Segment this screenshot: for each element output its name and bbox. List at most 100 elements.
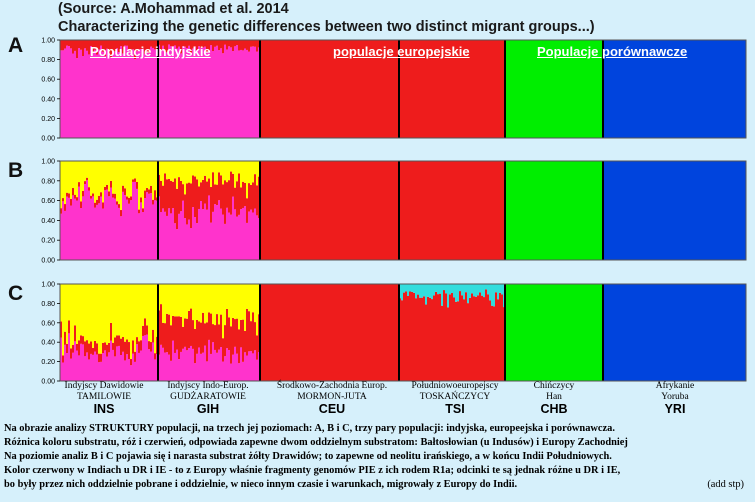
panel-c-ins-sample [136,337,139,345]
panel-b-gih-sample [202,179,205,210]
panel-c-tsi-sample [445,284,448,294]
panel-b-ytick-label: 0.20 [41,238,55,245]
panel-c-tsi-sample [427,284,430,297]
panel-a-ins-sample [108,40,111,54]
panel-c-tsi-sample [485,289,488,381]
panel-letter-b: B [8,159,24,182]
panel-a-ins-sample [102,40,105,52]
panel-c-tsi-sample [485,284,488,290]
panel-b-gih-sample [254,161,257,175]
panel-b-gih-sample [170,161,173,181]
panel-b-gih-sample [214,161,217,185]
panel-a-ins-sample [148,40,151,54]
panel-c-gih-sample [182,348,185,381]
panel-b-gih-sample [198,186,201,209]
panel-b-gih-sample [232,173,235,197]
panel-a-gih-sample [186,40,189,49]
pop-label-ceu: Środkowo-Zachodnia Europ. MORMON-JUTA CEU [276,381,388,416]
panel-b-ins-sample [148,161,151,190]
panel-a-ins-sample [62,40,65,51]
panel-b-ins-sample [150,185,153,194]
panel-c-tsi-sample [437,294,440,381]
panel-a-gih-sample [196,40,199,51]
panel-b-ins-sample [86,177,89,181]
panel-a-ins-sample [150,40,153,47]
panel-b-ins-sample [110,187,113,260]
panel-b-chb-green-segment [505,161,603,260]
panel-c-ins-sample [64,344,67,381]
panel-b-gih-sample [178,161,181,178]
panel-a-chb-green-segment [505,40,603,138]
panel-a-ins-sample [154,40,157,50]
panel-c-ins-sample [60,321,63,338]
panel-c-gih-sample [222,284,225,339]
panel-c-gih-sample [194,284,197,329]
panel-a-ins-sample [142,40,145,49]
panel-c-gih-sample [190,284,193,309]
panel-c-gih-sample [256,284,259,336]
panel-b-ins-sample [100,161,103,193]
panel-b-ins-sample [148,193,151,260]
panel-c-gih-sample [186,350,189,381]
panel-b-ins-sample [154,190,157,201]
note-line-5-text: bo były przez nich oddzielnie pobrane i … [4,479,518,490]
panel-c-gih-sample [242,361,245,381]
panel-b-gih-sample [256,185,259,216]
panel-b-gih-sample [180,211,183,260]
panel-c-tsi-sample [417,294,420,381]
panel-c-tsi-sample [461,284,464,296]
panel-b-ins-sample [136,161,139,183]
panel-b-gih-sample [192,207,195,260]
panel-a-ins-sample [114,40,117,52]
panel-a-gih-sample [236,40,239,46]
panel-c-gih-sample [250,351,253,381]
panel-c-ins-sample [144,284,147,319]
panel-a-gih-sample [202,47,205,139]
panel-a-ins-sample [138,40,141,50]
group-title-indian: Populacje indyjskie [90,44,211,59]
panel-c-gih-sample [246,308,249,356]
panel-b-gih-sample [160,161,163,181]
panel-c-tsi-sample [497,299,500,381]
panel-c-gih-sample [164,323,167,353]
panel-c-ins-sample [64,284,67,332]
panel-b-ins-sample [148,189,151,194]
panel-a-gih-sample [216,40,219,46]
panel-b-ins-sample [118,161,121,205]
panel-a-gih-sample [194,40,197,47]
panel-b-gih-sample [230,161,233,172]
panel-c-gih-sample [204,284,207,324]
panel-c-ins-sample [128,342,131,360]
panel-b-ins-sample [74,161,77,195]
panel-b-gih-sample [248,211,251,260]
panel-b-ins-sample [116,201,119,205]
panel-b-gih-sample [206,161,209,182]
panel-b-ins-sample [146,187,149,193]
panel-c-ins-sample [122,351,125,381]
panel-c-ins-sample [84,356,87,381]
panel-b-gih-sample [176,188,179,230]
panel-b-ins-sample [116,161,119,202]
panel-a-ins-sample [136,40,139,52]
panel-c-gih-sample [208,339,211,381]
panel-b-gih-sample [178,177,181,214]
panel-c-tsi-sample [475,296,478,381]
panel-a-ins-sample [84,40,87,49]
panel-c-tsi-sample [403,292,406,381]
panel-a-gih-sample [250,40,253,47]
panel-c-gih-sample [224,356,227,381]
panel-c-ins-sample [70,348,73,359]
panel-c-gih-sample [240,347,243,381]
panel-c-ins-sample [122,337,125,352]
panel-a-gih-sample [176,40,179,49]
panel-b-ytick-label: 0.80 [41,178,55,185]
panel-b-gih-sample [166,179,169,216]
panel-b-ins-sample [136,182,139,189]
panel-c-ins-sample [68,284,71,321]
note-line-3: Na poziomie analiz B i C pojawia się i n… [4,451,612,462]
panel-a-gih-sample [226,49,229,138]
panel-a-gih-sample [192,40,195,49]
panel-b-ins-sample [120,210,123,217]
panel-c-tsi-sample [435,291,438,381]
panel-a-ins-sample [150,46,153,139]
